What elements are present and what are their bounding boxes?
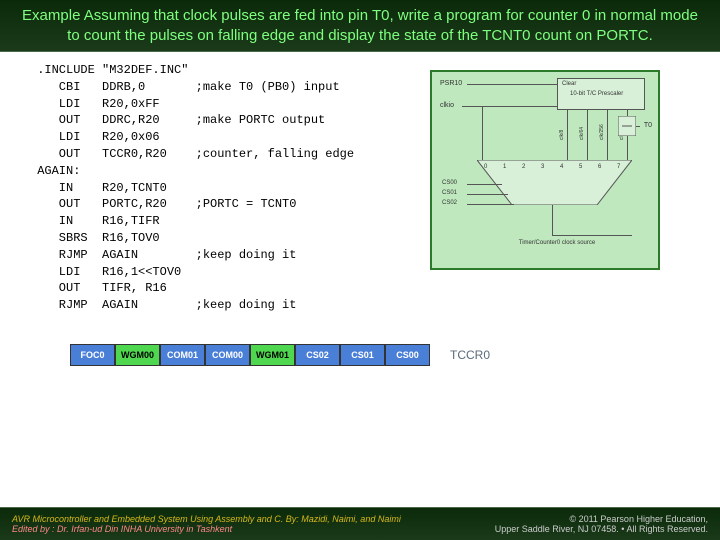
prescaler-diagram: PSR10 clkio Clear 10-bit T/C Prescaler c… xyxy=(430,70,660,270)
assembly-code: .INCLUDE "M32DEF.INC" CBI DDRB,0 ;make T… xyxy=(30,62,410,314)
content-area: .INCLUDE "M32DEF.INC" CBI DDRB,0 ;make T… xyxy=(0,52,720,314)
editor-line: Edited by : Dr. Irfan-ud Din INHA Univer… xyxy=(12,524,401,534)
t0-label: T0 xyxy=(644,122,652,129)
register-label: TCCR0 xyxy=(450,348,490,362)
out-line-v xyxy=(552,205,553,235)
footer-left: AVR Microcontroller and Embedded System … xyxy=(12,514,401,534)
clkio-line xyxy=(462,106,557,107)
out-line-h xyxy=(552,235,632,236)
title-text: Example Assuming that clock pulses are f… xyxy=(22,7,698,44)
out-label: Timer/Counter0 clock source xyxy=(507,240,607,246)
mux-shape xyxy=(477,160,632,205)
slide-title: Example Assuming that clock pulses are f… xyxy=(0,0,720,52)
psr10-label: PSR10 xyxy=(440,80,462,87)
reg-cell-cs01: CS01 xyxy=(340,344,385,366)
psr10-line xyxy=(467,84,557,85)
clkio-label: clkio xyxy=(440,102,454,109)
reg-cell-cs00: CS00 xyxy=(385,344,430,366)
footer: AVR Microcontroller and Embedded System … xyxy=(0,507,720,540)
reg-cell-com01: COM01 xyxy=(160,344,205,366)
prescaler-box: Clear 10-bit T/C Prescaler xyxy=(557,78,645,110)
prescaler-label: 10-bit T/C Prescaler xyxy=(570,91,623,97)
reg-cell-foc0: FOC0 xyxy=(70,344,115,366)
reg-cell-wgm00: WGM00 xyxy=(115,344,160,366)
reg-cell-cs02: CS02 xyxy=(295,344,340,366)
copyright-2: Upper Saddle River, NJ 07458. • All Righ… xyxy=(495,524,708,534)
reg-cell-wgm01: WGM01 xyxy=(250,344,295,366)
edge-detector-icon xyxy=(618,116,636,136)
book-authors: By: Mazidi, Naimi, and Naimi xyxy=(283,514,401,524)
reg-cell-com00: COM00 xyxy=(205,344,250,366)
register-cells: FOC0WGM00COM01COM00WGM01CS02CS01CS00 xyxy=(70,344,430,366)
clear-label: Clear xyxy=(562,81,576,87)
tccr0-register: FOC0WGM00COM01COM00WGM01CS02CS01CS00 TCC… xyxy=(70,344,720,366)
book-title: AVR Microcontroller and Embedded System … xyxy=(12,514,283,524)
copyright-1: © 2011 Pearson Higher Education, xyxy=(495,514,708,524)
zero-input-line xyxy=(482,106,483,160)
footer-right: © 2011 Pearson Higher Education, Upper S… xyxy=(495,514,708,534)
